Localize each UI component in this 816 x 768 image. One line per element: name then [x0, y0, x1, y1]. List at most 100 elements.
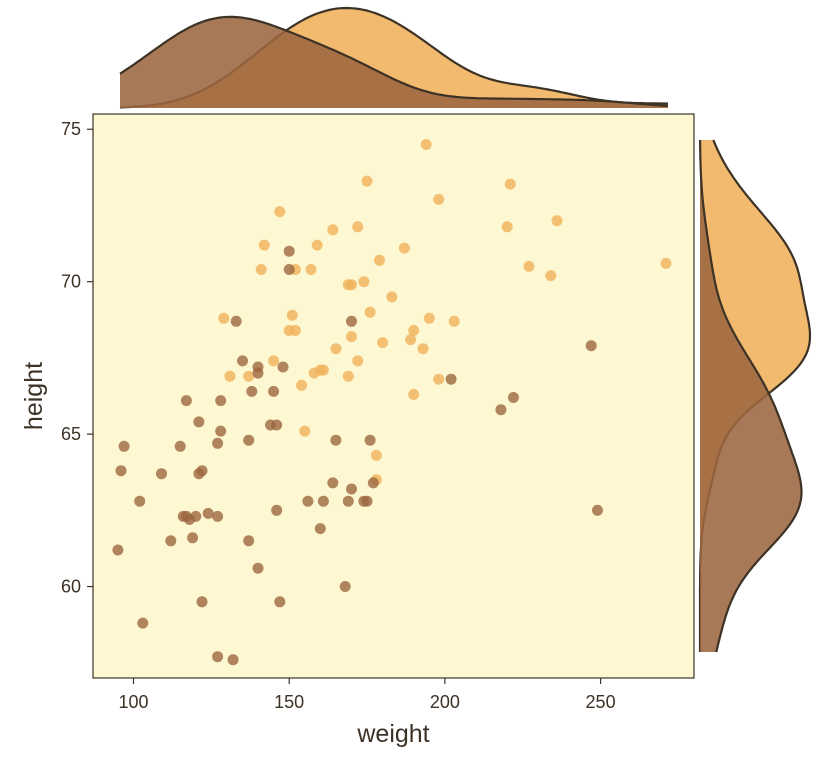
right-density-line	[699, 140, 803, 653]
scatter-point	[660, 257, 672, 269]
scatter-point	[299, 425, 311, 437]
scatter-point	[277, 361, 289, 373]
scatter-point	[448, 315, 460, 327]
scatter-point	[268, 385, 280, 397]
scatter-point	[243, 370, 255, 382]
scatter-point	[507, 392, 519, 403]
scatter-point	[551, 215, 563, 227]
scatter-point	[187, 532, 199, 544]
scatter-point	[398, 242, 410, 254]
scatter-point	[255, 264, 267, 275]
scatter-point	[137, 617, 149, 629]
scatter-point	[156, 468, 167, 480]
scatter-point	[252, 361, 264, 373]
y-tick-label: 70	[61, 272, 81, 292]
scatter-point	[423, 312, 435, 324]
scatter-point	[504, 178, 516, 190]
scatter-point	[305, 264, 317, 275]
y-tick-label: 65	[61, 424, 81, 444]
scatter-point	[174, 440, 186, 452]
scatter-point	[352, 355, 364, 367]
scatter-point	[296, 379, 308, 391]
scatter-point	[433, 373, 445, 385]
scatter-point	[115, 465, 127, 477]
scatter-point	[237, 355, 248, 367]
scatter-point	[386, 291, 398, 303]
scatter-point	[289, 325, 301, 336]
x-axis-label: weight	[356, 720, 429, 748]
scatter-point	[352, 221, 364, 233]
scatter-point	[274, 596, 286, 608]
scatter-point	[367, 477, 379, 489]
scatter-point	[585, 340, 597, 352]
scatter-point	[445, 373, 457, 385]
scatter-point	[339, 581, 351, 592]
scatter-point	[271, 504, 283, 516]
scatter-point	[180, 510, 192, 522]
scatter-point	[227, 654, 239, 666]
scatter-point	[268, 355, 280, 367]
scatter-point	[317, 495, 329, 507]
scatter-point	[302, 495, 314, 507]
scatter-point	[346, 315, 357, 327]
scatter-point	[495, 404, 507, 416]
scatter-point	[252, 562, 264, 574]
scatter-point	[215, 395, 227, 407]
scatter-point	[346, 331, 357, 343]
right-marginal-density	[698, 139, 812, 653]
scatter-point	[286, 309, 298, 321]
scatter-point	[346, 483, 357, 495]
scatter-point	[342, 370, 354, 382]
y-axis-label: height	[20, 362, 48, 430]
scatter-point	[417, 343, 429, 355]
plot-background	[93, 114, 694, 678]
scatter-point	[134, 495, 146, 507]
scatter-point	[361, 175, 373, 187]
scatter-point	[545, 270, 557, 282]
scatter-point	[212, 510, 224, 522]
x-tick-label: 250	[586, 692, 616, 712]
scatter-point	[361, 495, 373, 507]
scatter-point	[308, 367, 320, 379]
scatter-point	[202, 507, 214, 519]
top-density-line	[119, 15, 669, 107]
y-tick-label: 75	[61, 119, 81, 139]
scatter-point	[196, 465, 208, 477]
scatter-point	[243, 434, 255, 446]
scatter-point	[112, 544, 124, 556]
top-density-fill	[120, 16, 668, 108]
scatter-point	[283, 264, 295, 275]
scatter-point	[317, 364, 329, 376]
scatter-point	[215, 425, 227, 437]
scatter-point	[358, 276, 370, 288]
y-tick-label: 60	[61, 577, 81, 597]
scatter-point	[374, 254, 385, 266]
scatter-point	[180, 395, 192, 407]
scatter-point	[405, 334, 417, 346]
plot-frame	[92, 113, 695, 679]
scatter-point	[327, 224, 339, 236]
scatter-point	[370, 449, 382, 461]
scatter-point	[346, 279, 357, 291]
scatter-point	[224, 370, 236, 382]
scatter-point	[193, 416, 205, 428]
x-tick-label: 100	[118, 692, 148, 712]
scatter-point	[327, 477, 339, 489]
scatter-point	[433, 193, 445, 205]
scatter-point	[501, 221, 513, 233]
scatter-point	[274, 206, 286, 218]
scatter-point	[377, 337, 389, 349]
x-axis: 100 150 200 250	[118, 678, 616, 712]
y-axis: 60 65 70 75	[61, 119, 93, 597]
scatter-point	[330, 343, 342, 355]
scatter-point	[243, 535, 255, 547]
scatter-point	[246, 385, 258, 397]
scatter-point	[330, 434, 342, 446]
top-marginal-density	[119, 6, 669, 109]
scatter-point	[271, 419, 283, 431]
scatter-point	[364, 306, 376, 318]
scatter-point	[196, 596, 208, 608]
scatter-points	[112, 139, 672, 666]
scatter-point	[342, 495, 354, 507]
scatter-point	[218, 312, 230, 324]
